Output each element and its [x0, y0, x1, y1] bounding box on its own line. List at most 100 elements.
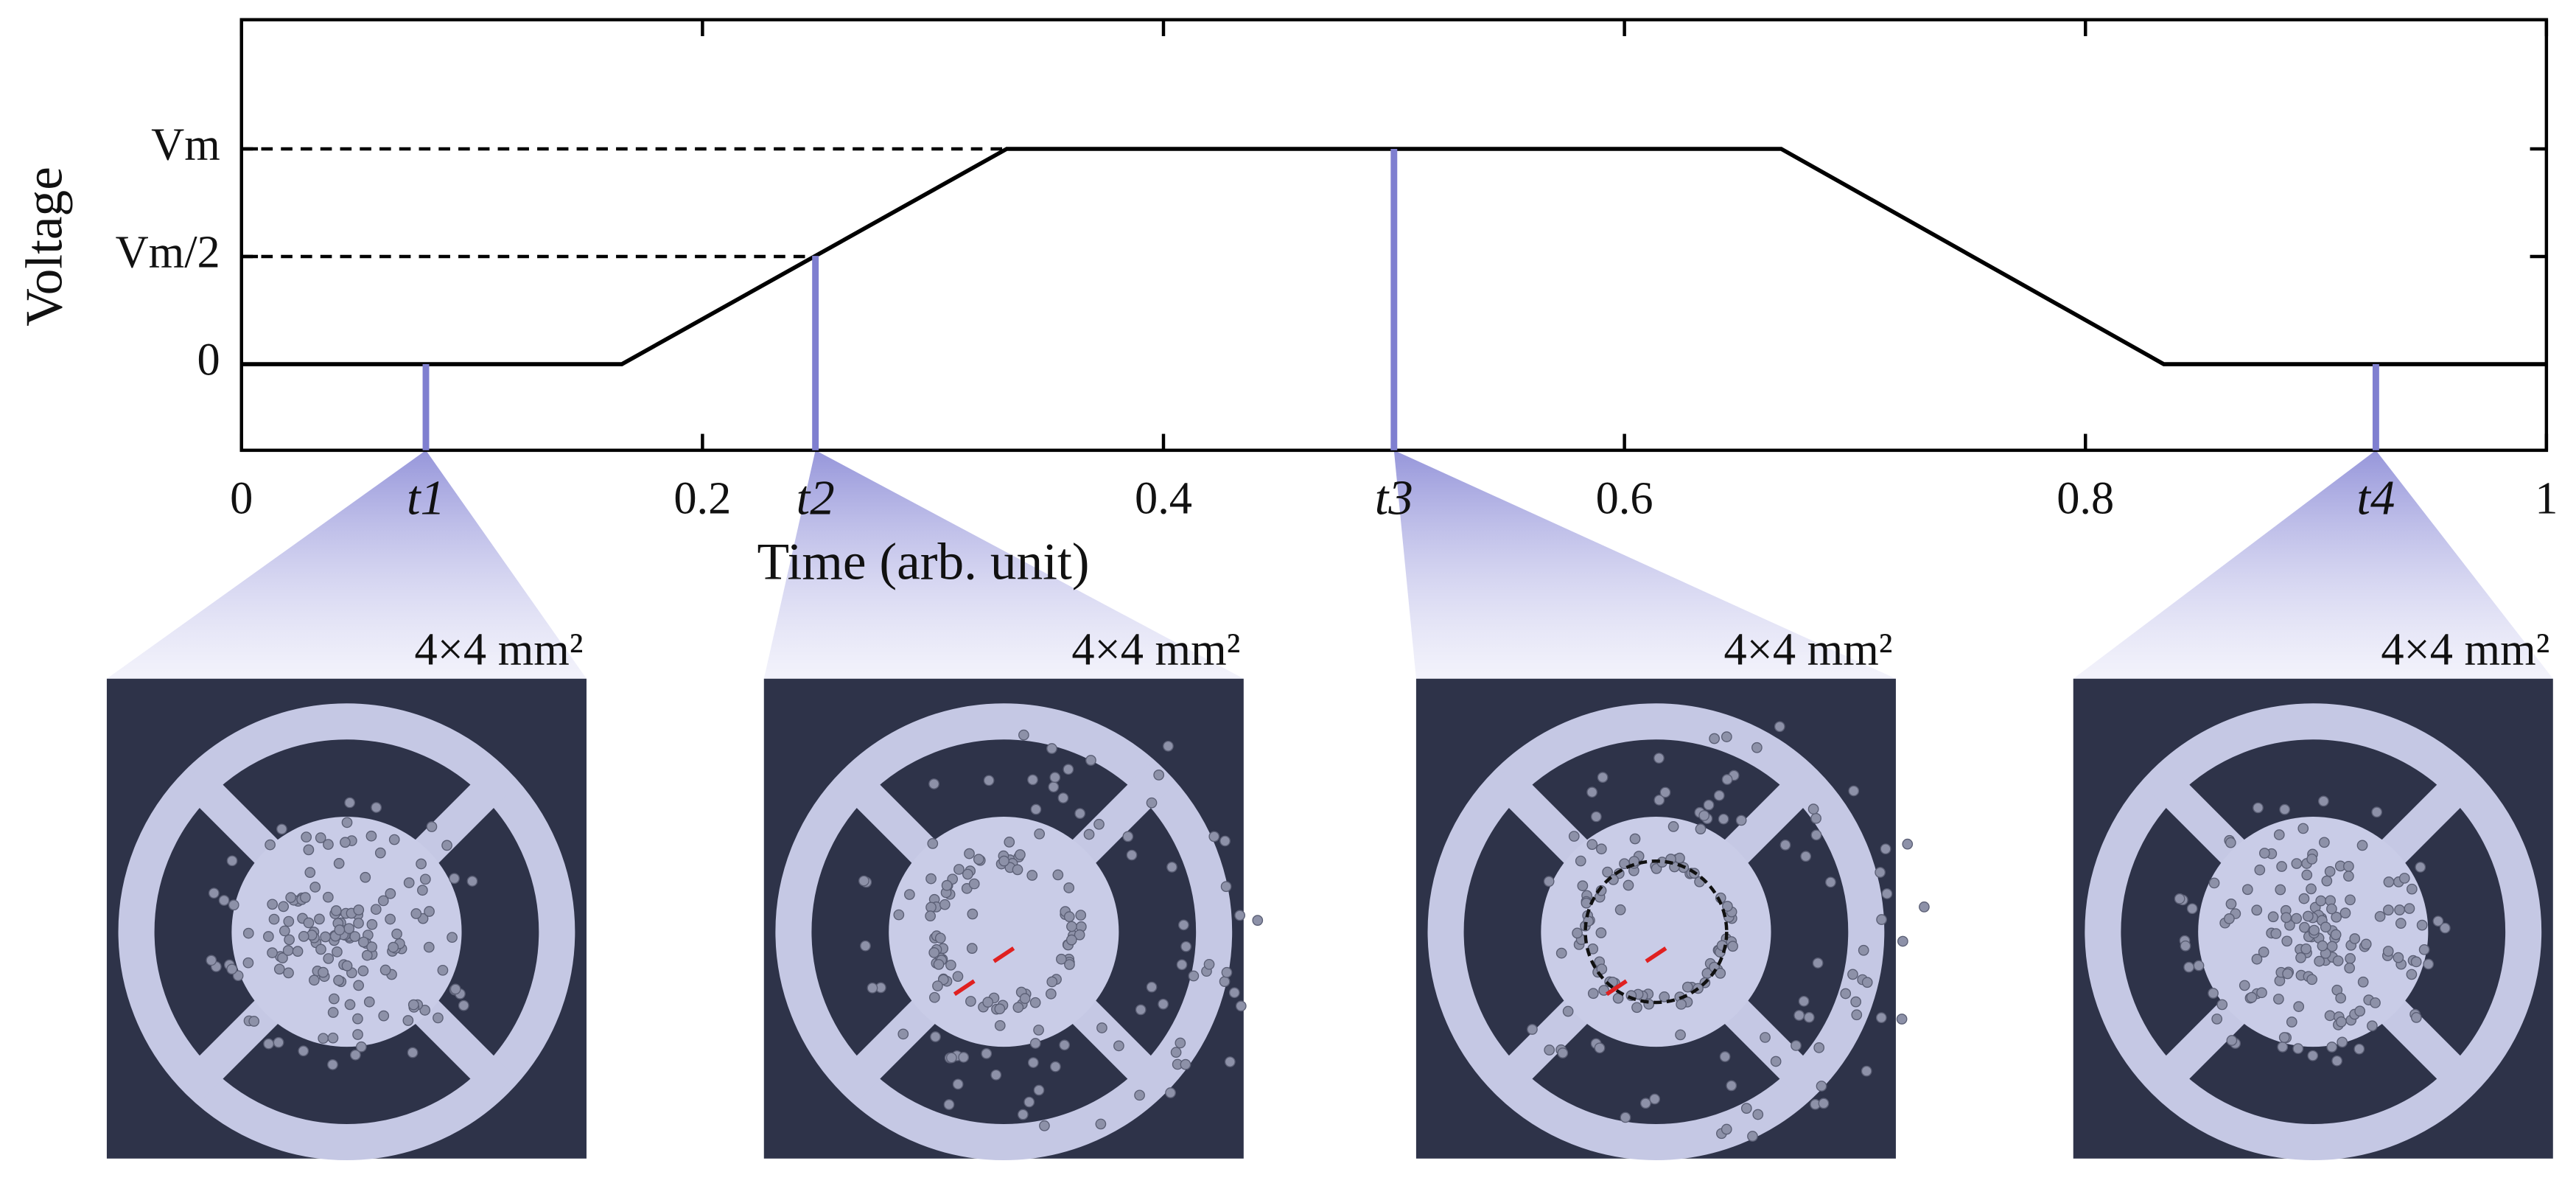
- particle: [2393, 952, 2404, 963]
- particle: [402, 1015, 414, 1026]
- particle: [423, 941, 435, 953]
- particle: [2267, 911, 2279, 923]
- particle: [1063, 911, 1075, 923]
- particle: [2345, 953, 2356, 964]
- particle: [958, 1051, 970, 1063]
- particle: [1813, 1042, 1825, 1053]
- particle: [2292, 1043, 2304, 1054]
- particle: [1676, 999, 1687, 1010]
- particle: [1721, 774, 1733, 785]
- particle: [2321, 875, 2333, 887]
- particle: [318, 1033, 329, 1044]
- particle: [1153, 770, 1165, 781]
- particle: [353, 918, 364, 929]
- particle: [1178, 919, 1189, 931]
- particle: [1587, 988, 1599, 1000]
- particle: [2216, 999, 2228, 1011]
- particle: [208, 887, 220, 899]
- particle: [943, 1099, 955, 1110]
- particle: [2410, 1012, 2422, 1023]
- particle: [1543, 876, 1555, 887]
- particle: [1631, 1002, 1642, 1014]
- particle: [2383, 876, 2395, 887]
- zoom-fan: [763, 450, 1244, 679]
- particle: [2317, 940, 2328, 952]
- particle: [2335, 992, 2347, 1004]
- particle: [965, 996, 976, 1007]
- particle: [1620, 1112, 1631, 1123]
- particle: [897, 1028, 909, 1040]
- particle: [2357, 976, 2369, 988]
- particle: [925, 910, 936, 922]
- particle: [278, 901, 290, 913]
- particle: [447, 932, 458, 943]
- particle: [1093, 818, 1105, 830]
- particle: [2354, 1005, 2366, 1017]
- particle: [263, 931, 274, 942]
- particle: [300, 892, 311, 903]
- particle: [1188, 970, 1200, 982]
- particle: [344, 999, 356, 1011]
- particle: [2330, 929, 2342, 941]
- particle: [385, 913, 396, 925]
- particle: [353, 904, 365, 915]
- particle: [2298, 893, 2310, 904]
- particle: [867, 982, 878, 994]
- particle: [248, 1016, 260, 1027]
- particle: [2211, 1014, 2223, 1025]
- particle: [1085, 755, 1096, 766]
- particle: [2370, 997, 2381, 1008]
- particle: [2256, 987, 2267, 999]
- particle: [2286, 1016, 2297, 1028]
- particle: [360, 871, 371, 883]
- particle: [2395, 918, 2407, 929]
- particle: [2254, 864, 2266, 876]
- particle: [2314, 955, 2325, 967]
- particle: [416, 858, 427, 870]
- particle: [1074, 929, 1085, 941]
- particle: [328, 993, 340, 1005]
- micrograph: [2073, 678, 2553, 1160]
- particle: [973, 854, 984, 865]
- particle: [934, 932, 946, 944]
- particle: [2326, 1042, 2338, 1053]
- particle: [374, 847, 386, 859]
- particle: [2345, 894, 2356, 906]
- particle: [1726, 1080, 1737, 1092]
- particle: [1703, 799, 1715, 811]
- particle: [320, 931, 331, 943]
- particle: [998, 855, 1009, 867]
- particle: [2226, 1035, 2238, 1046]
- particle: [2281, 912, 2292, 924]
- particle: [2208, 988, 2219, 999]
- particle: [284, 934, 295, 946]
- particle: [1850, 996, 1862, 1008]
- particle: [1791, 1040, 1802, 1051]
- particle: [1064, 959, 1075, 970]
- arrow: [953, 979, 976, 997]
- particle: [952, 1078, 964, 1090]
- particle: [315, 832, 326, 844]
- particle: [925, 873, 937, 885]
- particle: [2320, 921, 2331, 933]
- particle: [933, 959, 945, 970]
- particle: [1721, 1123, 1732, 1135]
- x-axis-title: Time (arb. unit): [757, 533, 1089, 591]
- particle: [1816, 1081, 1827, 1092]
- particle: [407, 1047, 419, 1058]
- particle: [318, 966, 329, 978]
- particle: [2344, 962, 2355, 974]
- particle: [1779, 840, 1791, 851]
- particle: [2225, 837, 2236, 848]
- particle: [1722, 901, 1733, 912]
- particle: [2291, 913, 2303, 924]
- particle: [403, 877, 415, 888]
- particle: [304, 867, 316, 879]
- particle: [334, 924, 346, 935]
- particle: [1681, 981, 1693, 993]
- micrograph: [763, 678, 1264, 1160]
- particle: [941, 879, 953, 891]
- particle: [2275, 884, 2286, 896]
- particle: [2382, 946, 2394, 957]
- particle: [2406, 883, 2418, 895]
